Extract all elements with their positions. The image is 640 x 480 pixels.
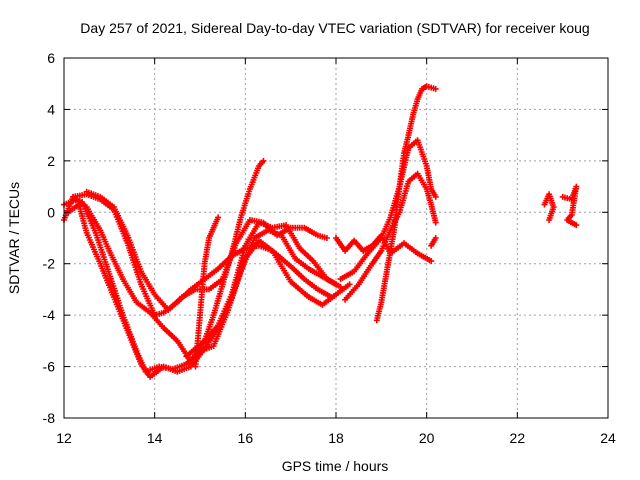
marker-trace xyxy=(192,214,222,370)
x-tick-label: 12 xyxy=(56,430,72,446)
series-track-12 xyxy=(428,235,439,249)
x-tick-label: 14 xyxy=(147,430,163,446)
series-track-11 xyxy=(373,83,439,324)
x-tick-label: 16 xyxy=(238,430,254,446)
series-track-6 xyxy=(192,214,222,370)
y-tick-label: 4 xyxy=(47,101,55,117)
x-axis-title: GPS time / hours xyxy=(282,458,389,474)
series-track-14 xyxy=(559,183,580,229)
marker-trace xyxy=(183,157,267,360)
marker-trace xyxy=(541,191,557,223)
marker-trace xyxy=(559,183,580,229)
y-axis-title: SDTVAR / TECUs xyxy=(6,182,22,294)
x-tick-label: 20 xyxy=(419,430,435,446)
x-tick-label: 22 xyxy=(510,430,526,446)
y-tick-label: -8 xyxy=(43,410,56,426)
chart-title: Day 257 of 2021, Sidereal Day-to-day VTE… xyxy=(80,20,589,36)
x-tick-label: 18 xyxy=(328,430,344,446)
y-tick-label: 0 xyxy=(47,204,55,220)
series-track-13 xyxy=(541,191,557,223)
y-tick-label: 6 xyxy=(47,50,55,66)
data-marks xyxy=(61,83,580,380)
series-track-7 xyxy=(183,157,267,360)
marker-trace xyxy=(428,235,439,249)
y-tick-label: 2 xyxy=(47,153,55,169)
y-tick-label: -2 xyxy=(43,256,56,272)
y-tick-label: -6 xyxy=(43,359,56,375)
x-tick-label: 24 xyxy=(600,430,616,446)
marker-trace xyxy=(373,83,439,324)
y-tick-label: -4 xyxy=(43,307,56,323)
